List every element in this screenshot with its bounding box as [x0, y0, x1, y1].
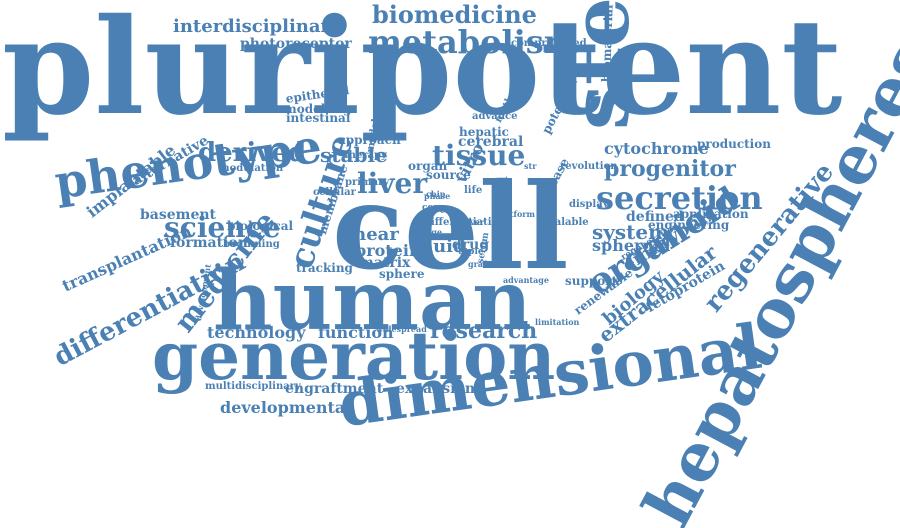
cloud-word-76: beginning	[223, 239, 280, 250]
cloud-word-71: sphere	[379, 267, 425, 281]
cloud-word-11: secretion	[596, 179, 763, 217]
cloud-word-21: progenitor	[604, 156, 736, 182]
cloud-word-77: organ	[408, 159, 448, 173]
cloud-word-18: liver	[357, 167, 428, 200]
cloud-word-68: revolution	[560, 161, 618, 172]
cloud-word-41: modelling	[284, 102, 352, 116]
cloud-word-99: stage	[418, 227, 443, 237]
cloud-word-14: biomedicine	[372, 0, 537, 29]
cloud-word-23: science	[164, 211, 281, 244]
cloud-word-13: metabolism	[368, 23, 578, 61]
cloud-word-62: cerebral	[458, 134, 524, 150]
cloud-word-40: multidisciplinary	[205, 381, 301, 392]
cloud-word-2: human	[213, 253, 532, 349]
cloud-word-25: research	[430, 318, 538, 344]
cloud-word-17: derived	[198, 138, 307, 168]
cloud-word-83: advance	[472, 111, 518, 122]
cloud-word-101: liver	[464, 217, 485, 227]
cloud-word-70: scalable	[543, 217, 589, 228]
cloud-word-39: expansion	[396, 381, 476, 397]
cloud-word-82: cellular	[313, 187, 356, 198]
cloud-word-90: limitation	[535, 317, 580, 327]
cloud-word-36: formation	[170, 235, 248, 251]
cloud-word-44: compromised	[511, 38, 587, 49]
cloud-word-48: engineering	[648, 218, 730, 232]
cloud-word-63: hepatic	[459, 125, 509, 139]
cloud-word-100: phase	[424, 191, 451, 201]
cloud-word-61: approach	[338, 133, 401, 147]
cloud-word-96: differentiation	[424, 217, 506, 228]
cloud-word-80: therapy	[344, 150, 387, 161]
cloud-word-85: graft	[468, 259, 491, 269]
cloud-word-49: system	[592, 220, 670, 244]
cloud-word-97: str	[524, 161, 537, 171]
cloud-word-60: tracking	[296, 261, 353, 275]
cloud-word-74: modulation	[219, 163, 284, 174]
cloud-word-27: function	[318, 323, 394, 342]
cloud-word-89: core	[422, 203, 444, 213]
cloud-word-35: basement	[140, 207, 217, 223]
cloud-word-51: defined	[626, 209, 684, 225]
cloud-word-47: application	[673, 207, 749, 221]
cloud-word-15: interdisciplinary	[173, 16, 341, 37]
cloud-word-1: cell	[332, 157, 569, 296]
cloud-word-98: platform	[496, 209, 535, 219]
cloud-word-3: generation	[152, 317, 556, 395]
cloud-word-37: developmental	[220, 398, 352, 417]
cloud-word-54: matrix	[359, 255, 411, 271]
cloud-word-53: protein	[355, 241, 421, 260]
cloud-word-22: cytochrome	[604, 139, 709, 158]
cloud-word-46: production	[697, 137, 771, 151]
cloud-word-50: spheroid	[592, 236, 671, 255]
cloud-word-79: primary	[345, 177, 390, 188]
cloud-word-69: display	[569, 199, 609, 210]
cloud-word-86: topic	[458, 247, 484, 257]
cloud-word-52: shear	[343, 224, 399, 245]
cloud-word-78: source	[426, 168, 471, 182]
cloud-word-16: photoreceptor	[240, 36, 352, 52]
cloud-word-26: technology	[207, 323, 306, 342]
cloud-word-38: engraftment	[285, 381, 384, 397]
cloud-word-88: cure	[440, 205, 460, 215]
cloud-word-87: life	[464, 185, 483, 196]
cloud-word-91: advantage	[503, 275, 549, 285]
cloud-word-43: intestinal	[286, 111, 351, 125]
cloud-word-75: biological	[227, 219, 294, 233]
cloud-word-92: widespread	[376, 324, 427, 334]
cloud-word-84: chip	[426, 189, 446, 199]
cloud-word-19: tissue	[432, 139, 526, 172]
cloud-word-56: drug	[452, 237, 490, 253]
cloud-word-20: stable	[320, 143, 388, 167]
cloud-word-0: pluripotent	[2, 0, 843, 145]
cloud-word-64: support	[565, 274, 618, 288]
cloud-word-45: biomaterial	[599, 4, 616, 83]
cloud-word-55: fluid	[420, 236, 466, 257]
